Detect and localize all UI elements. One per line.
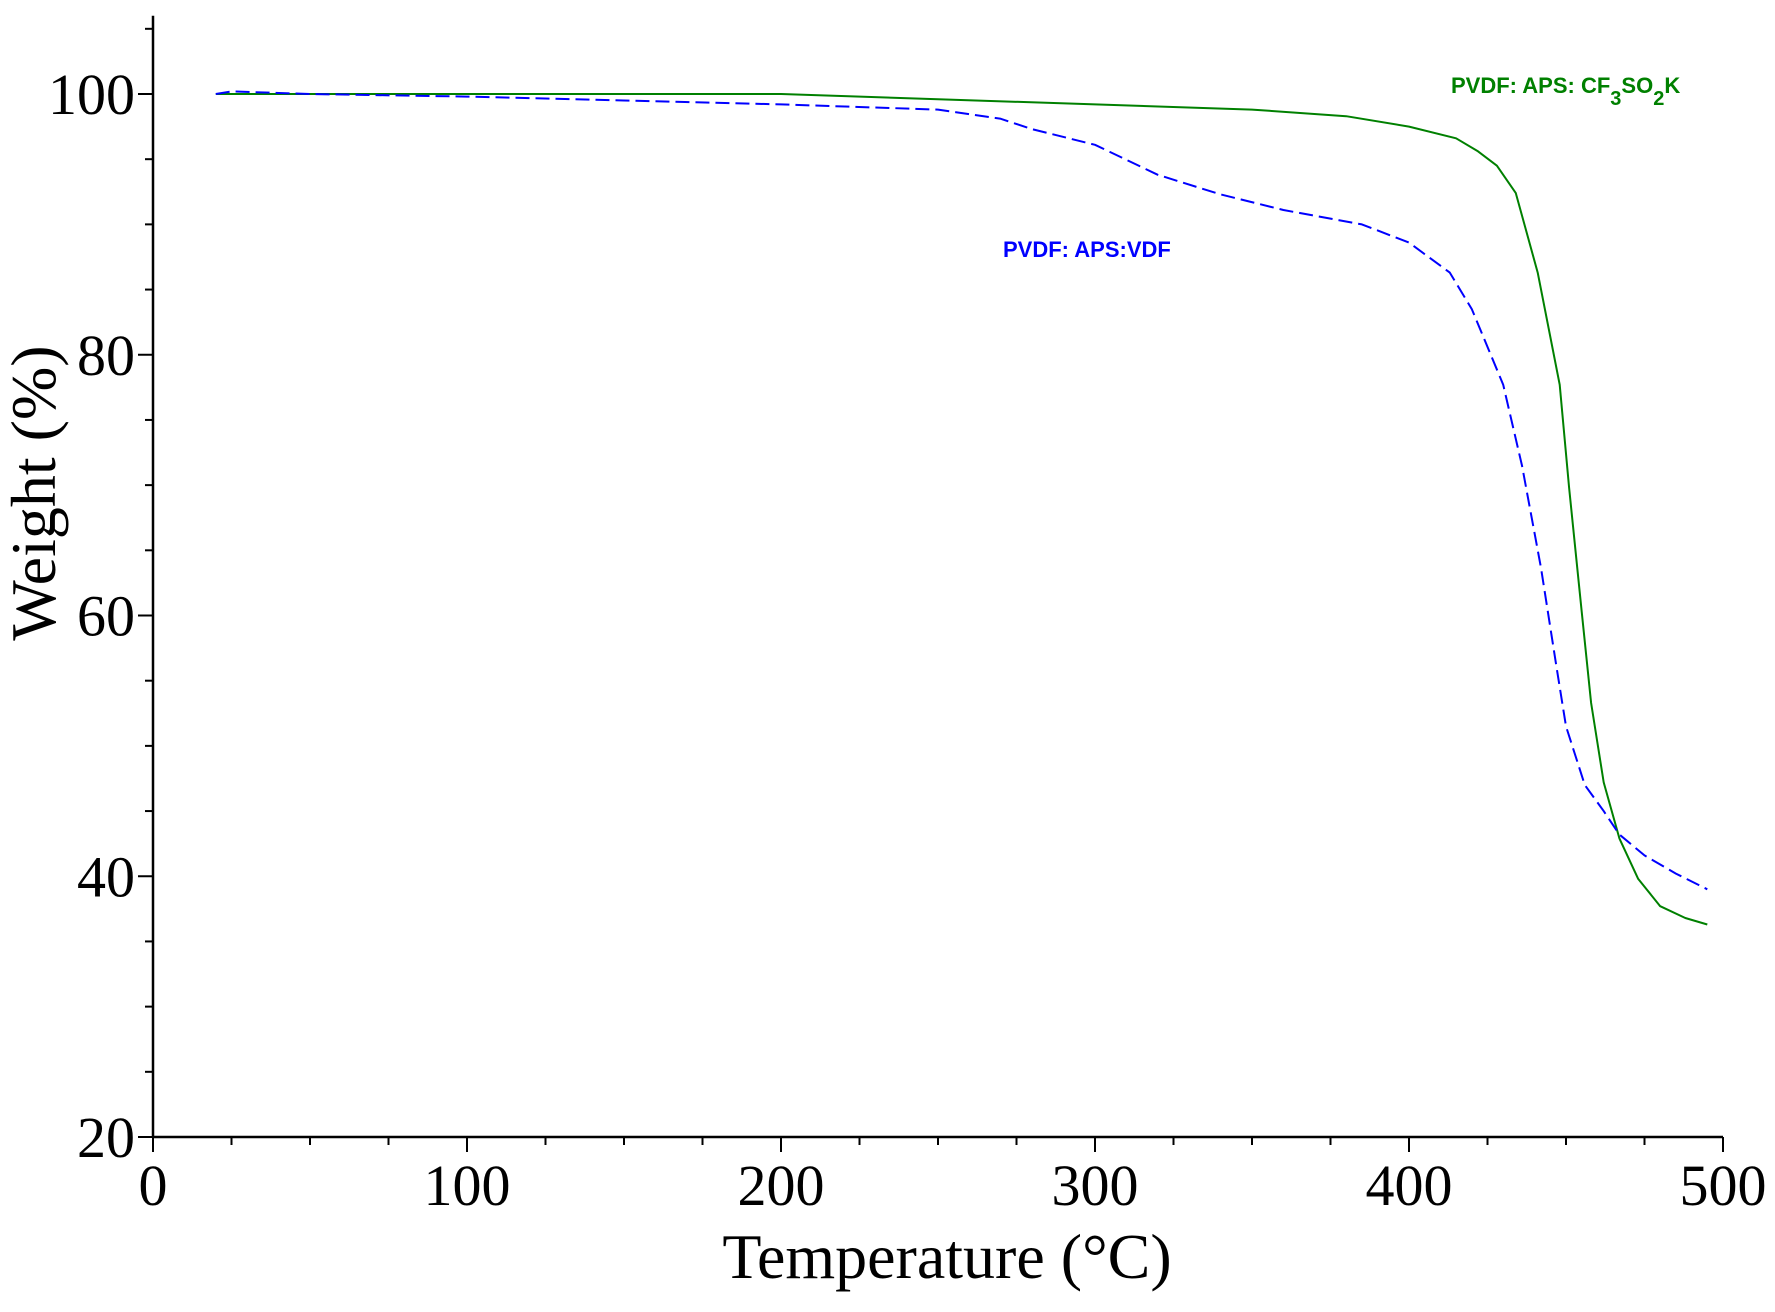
x-tick-label: 500 bbox=[1680, 1153, 1767, 1218]
x-tick-label: 300 bbox=[1052, 1153, 1139, 1218]
axes: 0 100 200 300 400 500 20 40 60 80 100 bbox=[48, 15, 1767, 1218]
series-group bbox=[215, 90, 1708, 926]
y-tick-label: 100 bbox=[48, 62, 135, 127]
series-label-vdf: PVDF: APS:VDF bbox=[1003, 237, 1171, 262]
y-tick-label: 80 bbox=[77, 323, 135, 388]
y-axis-title: Weight (%) bbox=[0, 345, 69, 640]
y-tick-label: 20 bbox=[77, 1105, 135, 1170]
y-tick-label: 40 bbox=[77, 844, 135, 909]
label-subscript: 3 bbox=[1610, 88, 1621, 110]
label-subscript: 2 bbox=[1653, 88, 1664, 110]
x-tick-label: 0 bbox=[139, 1153, 168, 1218]
label-part: SO bbox=[1621, 73, 1653, 98]
y-tick-label: 60 bbox=[77, 584, 135, 649]
x-tick-label: 100 bbox=[424, 1153, 511, 1218]
series-line-0 bbox=[215, 93, 1708, 926]
x-axis-title: Temperature (°C) bbox=[722, 1221, 1171, 1292]
label-part: K bbox=[1664, 73, 1680, 98]
x-tick-label: 200 bbox=[738, 1153, 825, 1218]
series-label-cf3so2k: PVDF: APS: CF3SO2K bbox=[1451, 73, 1680, 110]
series-line-1 bbox=[215, 90, 1708, 891]
label-part: PVDF: APS: CF bbox=[1451, 73, 1610, 98]
x-tick-label: 400 bbox=[1366, 1153, 1453, 1218]
